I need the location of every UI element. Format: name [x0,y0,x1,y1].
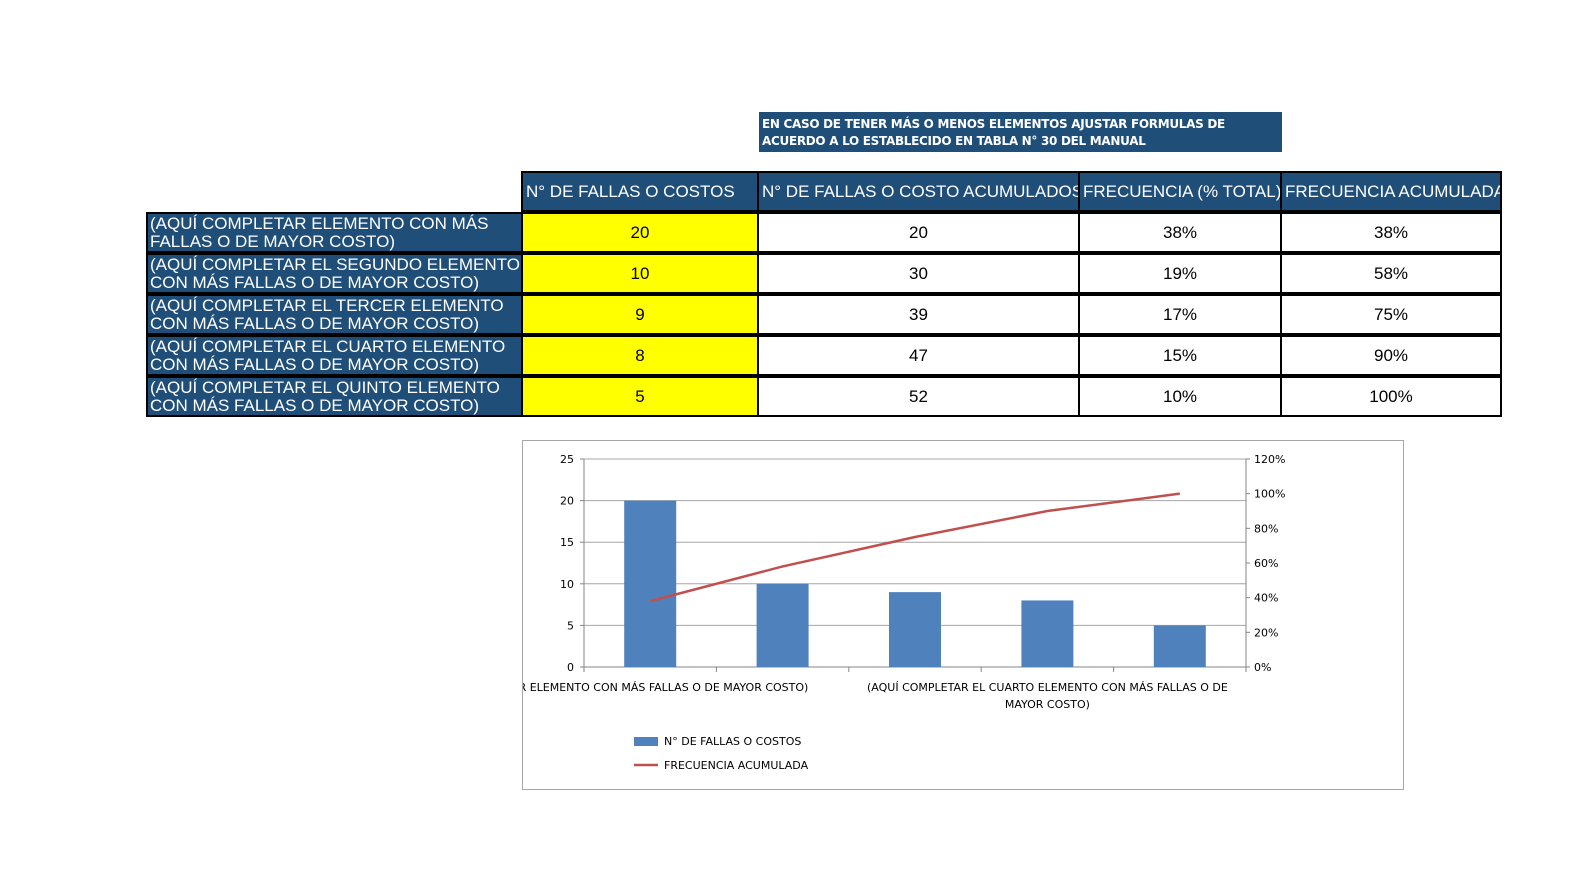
cell-fallas[interactable]: 9 [521,294,759,335]
cell-fallas[interactable]: 10 [521,253,759,294]
y-tick-label: 0 [567,661,574,674]
header-acumulados: N° DE FALLAS O COSTO ACUMULADOS [757,171,1080,212]
x-tick-label: MAYOR COSTO) [1005,698,1090,711]
x-tick-label: (AQUÍ COMPLETAR EL CUARTO ELEMENTO CON M… [867,681,1228,694]
cell-frecuencia[interactable]: 17% [1078,294,1282,335]
y-tick-label: 10 [560,578,574,591]
cell-acumulados[interactable]: 47 [757,335,1080,376]
bar [624,500,677,667]
formula-note: EN CASO DE TENER MÁS O MENOS ELEMENTOS A… [759,112,1282,152]
bar [756,583,809,667]
y-tick-label: 20 [560,495,574,508]
cell-frecuencia-acumulada[interactable]: 38% [1280,212,1502,253]
cell-acumulados[interactable]: 30 [757,253,1080,294]
row-label[interactable]: (AQUÍ COMPLETAR ELEMENTO CON MÁS FALLAS … [146,212,523,253]
y2-tick-label: 120% [1254,453,1285,466]
cell-acumulados[interactable]: 52 [757,376,1080,417]
legend-label: FRECUENCIA ACUMULADA [664,759,809,772]
y-tick-label: 25 [560,453,574,466]
y2-tick-label: 60% [1254,557,1278,570]
pareto-chart[interactable]: 0 5 10 15 20 25 0% 20% 40% 60% 80% 100% 120% LETAR EL… [522,440,1404,790]
cell-fallas[interactable]: 8 [521,335,759,376]
y2-tick-label: 0% [1254,661,1271,674]
legend-label: N° DE FALLAS O COSTOS [664,735,801,748]
bar [1021,600,1074,667]
cell-acumulados[interactable]: 39 [757,294,1080,335]
bar [1153,625,1206,667]
row-label[interactable]: (AQUÍ COMPLETAR EL QUINTO ELEMENTO CON M… [146,376,523,417]
cell-frecuencia-acumulada[interactable]: 90% [1280,335,1502,376]
cell-frecuencia[interactable]: 19% [1078,253,1282,294]
chart-canvas: 0 5 10 15 20 25 0% 20% 40% 60% 80% 100% 120% LETAR EL… [523,453,1285,772]
series-line-frecuencia-acumulada [649,492,1180,603]
cell-frecuencia-acumulada[interactable]: 75% [1280,294,1502,335]
bar [889,592,941,667]
y-tick-label: 5 [567,619,574,632]
cell-frecuencia[interactable]: 10% [1078,376,1282,417]
cell-fallas[interactable]: 20 [521,212,759,253]
cell-frecuencia-acumulada[interactable]: 58% [1280,253,1502,294]
y2-tick-label: 20% [1254,626,1278,639]
cell-fallas[interactable]: 5 [521,376,759,417]
x-tick-label: LETAR ELEMENTO CON MÁS FALLAS O DE MAYOR… [523,681,808,694]
cell-acumulados[interactable]: 20 [757,212,1080,253]
y-tick-label: 15 [560,536,574,549]
row-label[interactable]: (AQUÍ COMPLETAR EL TERCER ELEMENTO CON M… [146,294,523,335]
header-frecuencia: FRECUENCIA (% TOTAL) [1078,171,1282,212]
cell-frecuencia-acumulada[interactable]: 100% [1280,376,1502,417]
row-label[interactable]: (AQUÍ COMPLETAR EL CUARTO ELEMENTO CON M… [146,335,523,376]
row-label[interactable]: (AQUÍ COMPLETAR EL SEGUNDO ELEMENTO CON … [146,253,523,294]
cell-frecuencia[interactable]: 38% [1078,212,1282,253]
header-frecuencia-acumulada: FRECUENCIA ACUMULADA [1280,171,1502,212]
header-fallas: N° DE FALLAS O COSTOS [521,171,759,212]
legend-swatch-bar [634,737,658,746]
y2-tick-label: 40% [1254,592,1278,605]
y2-tick-label: 100% [1254,488,1285,501]
y2-tick-label: 80% [1254,522,1278,535]
cell-frecuencia[interactable]: 15% [1078,335,1282,376]
